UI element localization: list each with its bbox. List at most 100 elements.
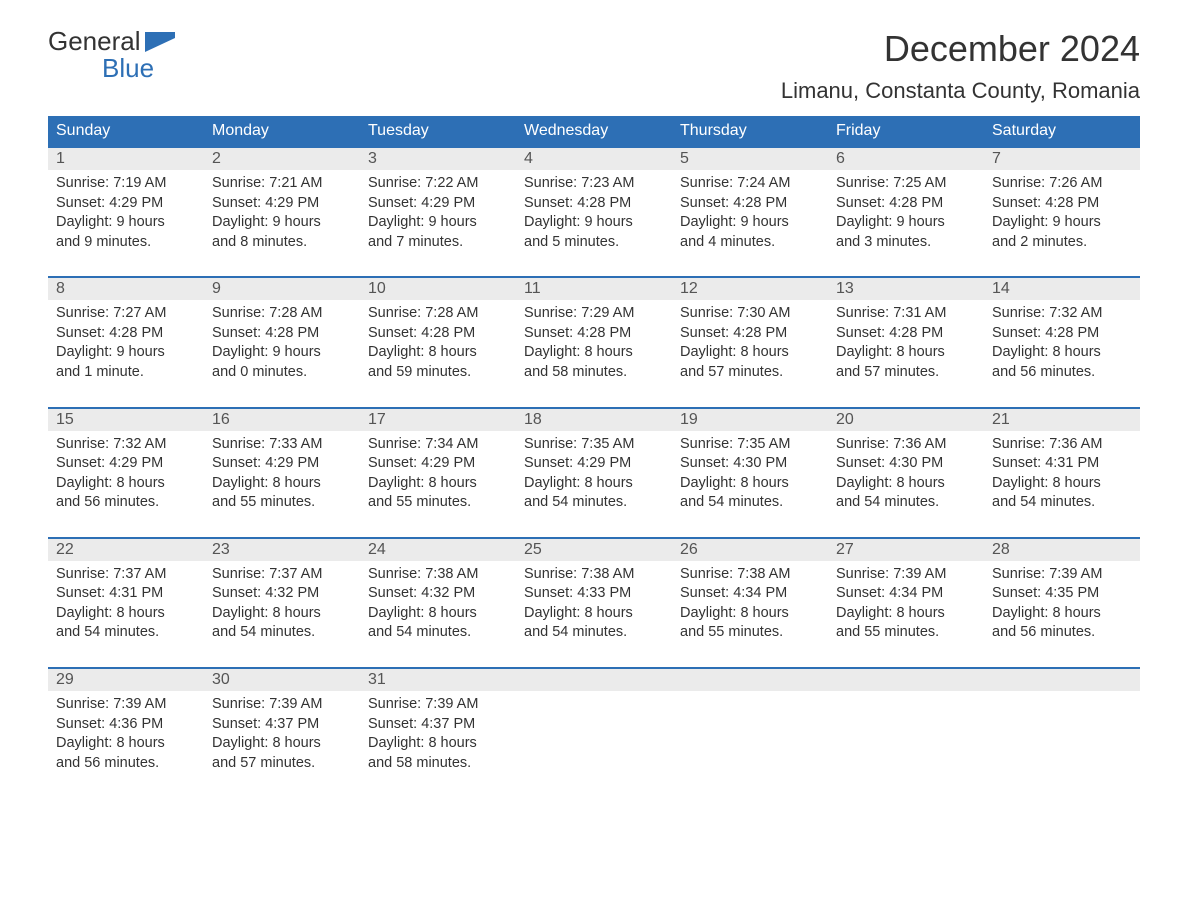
day-number: 8 <box>48 278 204 300</box>
week-row: 15161718192021Sunrise: 7:32 AMSunset: 4:… <box>48 407 1140 519</box>
day-cell: Sunrise: 7:29 AMSunset: 4:28 PMDaylight:… <box>516 300 672 388</box>
day-sunrise: Sunrise: 7:39 AM <box>212 695 352 715</box>
day-sunset: Sunset: 4:29 PM <box>56 194 196 214</box>
logo-text-blue: Blue <box>48 55 175 82</box>
day-cell <box>672 691 828 779</box>
day-d2: and 4 minutes. <box>680 233 820 253</box>
day-d2: and 56 minutes. <box>992 623 1132 643</box>
day-sunrise: Sunrise: 7:36 AM <box>992 435 1132 455</box>
day-sunrise: Sunrise: 7:39 AM <box>368 695 508 715</box>
day-number: 31 <box>360 669 516 691</box>
day-number: 17 <box>360 409 516 431</box>
day-sunset: Sunset: 4:29 PM <box>212 454 352 474</box>
day-cell <box>516 691 672 779</box>
day-sunrise: Sunrise: 7:38 AM <box>524 565 664 585</box>
day-sunrise: Sunrise: 7:32 AM <box>992 304 1132 324</box>
week-row: 293031Sunrise: 7:39 AMSunset: 4:36 PMDay… <box>48 667 1140 779</box>
week-row: 891011121314Sunrise: 7:27 AMSunset: 4:28… <box>48 276 1140 388</box>
day-d1: Daylight: 9 hours <box>680 213 820 233</box>
day-d2: and 7 minutes. <box>368 233 508 253</box>
day-d1: Daylight: 9 hours <box>992 213 1132 233</box>
day-sunrise: Sunrise: 7:29 AM <box>524 304 664 324</box>
day-d2: and 59 minutes. <box>368 363 508 383</box>
day-number: 16 <box>204 409 360 431</box>
day-cell: Sunrise: 7:28 AMSunset: 4:28 PMDaylight:… <box>360 300 516 388</box>
day-cell: Sunrise: 7:38 AMSunset: 4:32 PMDaylight:… <box>360 561 516 649</box>
day-cell: Sunrise: 7:35 AMSunset: 4:29 PMDaylight:… <box>516 431 672 519</box>
day-d2: and 3 minutes. <box>836 233 976 253</box>
day-number: 24 <box>360 539 516 561</box>
daynum-row: 891011121314 <box>48 278 1140 300</box>
day-number: 15 <box>48 409 204 431</box>
day-d2: and 54 minutes. <box>524 493 664 513</box>
day-d1: Daylight: 8 hours <box>836 343 976 363</box>
day-number: 27 <box>828 539 984 561</box>
dow-saturday: Saturday <box>984 116 1140 146</box>
day-sunset: Sunset: 4:28 PM <box>680 194 820 214</box>
day-d1: Daylight: 8 hours <box>368 474 508 494</box>
day-sunset: Sunset: 4:29 PM <box>368 454 508 474</box>
day-d2: and 9 minutes. <box>56 233 196 253</box>
day-cell: Sunrise: 7:23 AMSunset: 4:28 PMDaylight:… <box>516 170 672 258</box>
day-sunrise: Sunrise: 7:26 AM <box>992 174 1132 194</box>
day-number <box>828 669 984 691</box>
day-sunset: Sunset: 4:29 PM <box>56 454 196 474</box>
day-number: 1 <box>48 148 204 170</box>
day-sunrise: Sunrise: 7:37 AM <box>212 565 352 585</box>
day-sunset: Sunset: 4:28 PM <box>212 324 352 344</box>
day-d1: Daylight: 9 hours <box>524 213 664 233</box>
day-cell: Sunrise: 7:39 AMSunset: 4:36 PMDaylight:… <box>48 691 204 779</box>
day-sunrise: Sunrise: 7:32 AM <box>56 435 196 455</box>
logo-flag-icon <box>145 32 175 52</box>
day-cell: Sunrise: 7:31 AMSunset: 4:28 PMDaylight:… <box>828 300 984 388</box>
day-d2: and 55 minutes. <box>836 623 976 643</box>
day-number: 6 <box>828 148 984 170</box>
day-d1: Daylight: 8 hours <box>992 604 1132 624</box>
day-d1: Daylight: 9 hours <box>212 343 352 363</box>
day-number: 10 <box>360 278 516 300</box>
day-d2: and 0 minutes. <box>212 363 352 383</box>
day-sunset: Sunset: 4:31 PM <box>56 584 196 604</box>
day-d1: Daylight: 8 hours <box>992 343 1132 363</box>
day-number: 26 <box>672 539 828 561</box>
day-sunset: Sunset: 4:28 PM <box>992 324 1132 344</box>
day-d1: Daylight: 8 hours <box>368 604 508 624</box>
day-cell: Sunrise: 7:32 AMSunset: 4:28 PMDaylight:… <box>984 300 1140 388</box>
day-cell: Sunrise: 7:19 AMSunset: 4:29 PMDaylight:… <box>48 170 204 258</box>
day-d2: and 2 minutes. <box>992 233 1132 253</box>
day-sunset: Sunset: 4:28 PM <box>56 324 196 344</box>
daynum-row: 1234567 <box>48 148 1140 170</box>
day-d1: Daylight: 8 hours <box>212 604 352 624</box>
day-cell: Sunrise: 7:24 AMSunset: 4:28 PMDaylight:… <box>672 170 828 258</box>
day-sunset: Sunset: 4:37 PM <box>368 715 508 735</box>
day-sunset: Sunset: 4:28 PM <box>680 324 820 344</box>
day-sunrise: Sunrise: 7:35 AM <box>680 435 820 455</box>
day-d1: Daylight: 8 hours <box>524 604 664 624</box>
day-sunrise: Sunrise: 7:19 AM <box>56 174 196 194</box>
day-d2: and 54 minutes. <box>680 493 820 513</box>
day-cell: Sunrise: 7:22 AMSunset: 4:29 PMDaylight:… <box>360 170 516 258</box>
day-sunrise: Sunrise: 7:25 AM <box>836 174 976 194</box>
logo-top-row: General <box>48 28 175 55</box>
day-cell: Sunrise: 7:36 AMSunset: 4:31 PMDaylight:… <box>984 431 1140 519</box>
day-number: 30 <box>204 669 360 691</box>
day-cell: Sunrise: 7:25 AMSunset: 4:28 PMDaylight:… <box>828 170 984 258</box>
title-block: December 2024 Limanu, Constanta County, … <box>781 28 1140 104</box>
day-sunset: Sunset: 4:28 PM <box>368 324 508 344</box>
day-d2: and 54 minutes. <box>368 623 508 643</box>
day-number: 28 <box>984 539 1140 561</box>
day-d1: Daylight: 8 hours <box>680 474 820 494</box>
day-cell: Sunrise: 7:39 AMSunset: 4:37 PMDaylight:… <box>360 691 516 779</box>
day-sunset: Sunset: 4:37 PM <box>212 715 352 735</box>
day-d2: and 56 minutes. <box>56 493 196 513</box>
day-number: 7 <box>984 148 1140 170</box>
day-d1: Daylight: 9 hours <box>368 213 508 233</box>
day-sunset: Sunset: 4:34 PM <box>680 584 820 604</box>
day-d1: Daylight: 8 hours <box>992 474 1132 494</box>
day-cell <box>984 691 1140 779</box>
day-d1: Daylight: 8 hours <box>680 343 820 363</box>
day-sunrise: Sunrise: 7:23 AM <box>524 174 664 194</box>
day-cell: Sunrise: 7:37 AMSunset: 4:32 PMDaylight:… <box>204 561 360 649</box>
day-sunset: Sunset: 4:32 PM <box>212 584 352 604</box>
day-number: 13 <box>828 278 984 300</box>
